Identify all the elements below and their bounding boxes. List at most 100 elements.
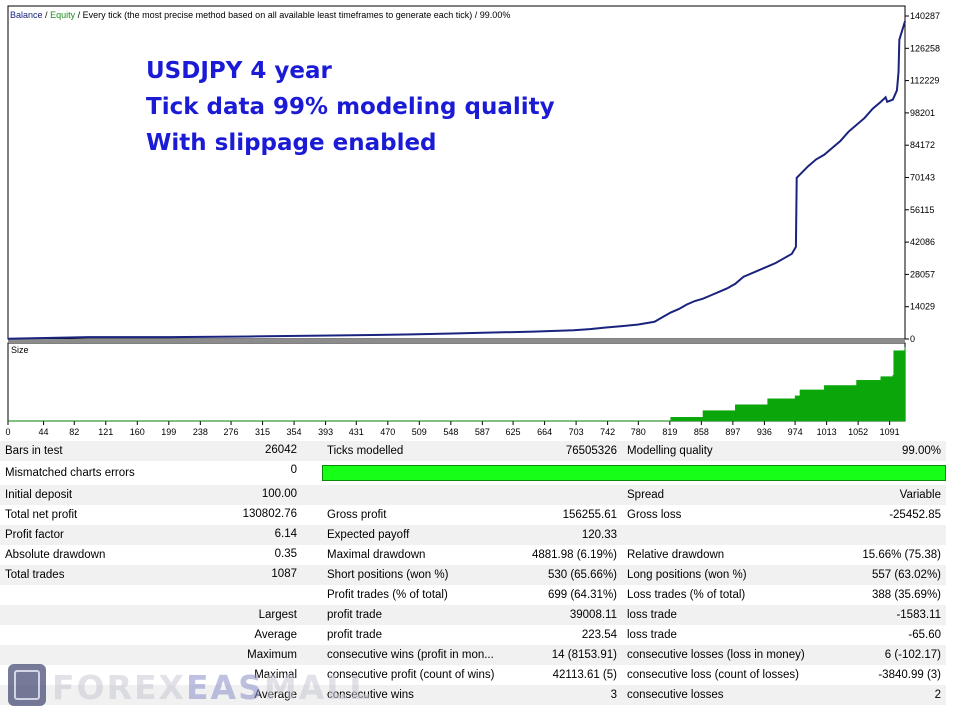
main-plot-frame [7,5,906,340]
y-tick-label: 14029 [910,302,935,312]
report-row: 130802.76 Total net profit Gross profit 156… [0,505,946,525]
report-cell [322,485,522,505]
report-cell [622,525,822,545]
y-tick-label: 56115 [910,205,934,215]
report-cell: 1087 Total trades [0,565,302,585]
chart-svg: 0 14029 28057 42086 56115 70143 84172 98201 1122… [5,5,940,437]
report-cell [302,505,322,525]
report-cell: Average [0,685,302,705]
report-cell: -65.60 [822,625,946,645]
report-cell: 76505326 [522,441,622,461]
report-cell: consecutive profit (count of wins) [322,665,522,685]
x-tick-label: 82 [69,427,79,437]
report-cell: 2 [822,685,946,705]
report-row: 26042 Bars in test Ticks modelled 76505326 M… [0,441,946,461]
report-cell: Expected payoff [322,525,522,545]
report-row: Maximal consecutive profit (count of wins… [0,665,946,685]
x-tick-label: 1052 [848,427,868,437]
report-cell: 0.35 Absolute drawdown [0,545,302,565]
legend-equity: Equity [50,10,76,20]
report-cell: Relative drawdown [622,545,822,565]
report-cell: 530 (65.66%) [522,565,622,585]
report-cell: 156255.61 [522,505,622,525]
y-tick-label: 140287 [910,11,940,21]
report-cell: consecutive losses [622,685,822,705]
report-label: Absolute drawdown [5,549,106,561]
x-tick-label: 664 [537,427,552,437]
report-value: 26042 [265,444,297,456]
report-cell: Largest [0,605,302,625]
x-tick-label: 276 [224,427,239,437]
chart-title: Every tick (the most precise method base… [82,10,511,20]
report-label: Mismatched charts errors [5,467,135,479]
x-tick-label: 470 [380,427,395,437]
x-tick-label: 703 [569,427,584,437]
report-cell [302,525,322,545]
report-cell: consecutive wins [322,685,522,705]
report-cell [0,585,302,605]
report-value: 0.35 [274,548,297,560]
y-tick-label: 70143 [910,173,935,183]
report-label: Profit factor [5,529,64,541]
report-row: 6.14 Profit factor Expected payoff 120.33 [0,525,946,545]
report-cell: 15.66% (75.38) [822,545,946,565]
y-tick-label: 84172 [910,140,935,150]
report-cell: Profit trades (% of total) [322,585,522,605]
report-cell: 14 (8153.91) [522,645,622,665]
report-cell [302,625,322,645]
report-cell: 99.00% [822,441,946,461]
x-tick-label: 625 [506,427,521,437]
report-cell: 0 Mismatched charts errors [0,461,302,485]
size-area [8,347,906,422]
series-line-balance [7,20,906,340]
x-tick-label: 780 [631,427,646,437]
report-cell: Maximum [0,645,302,665]
x-tick-label: 238 [193,427,208,437]
report-cell: Spread [622,485,822,505]
report-cell: consecutive wins (profit in mon... [322,645,522,665]
report-cell [522,485,622,505]
report-cell: Variable [822,485,946,505]
report-cell [302,441,322,461]
report-row: 1087 Total trades Short positions (won %) 5… [0,565,946,585]
x-tick-label: 0 [5,427,10,437]
report-cell: loss trade [622,605,822,625]
report-cell: Short positions (won %) [322,565,522,585]
report-label: Bars in test [5,445,63,457]
report-cell [302,665,322,685]
report-table-panel: 26042 Bars in test Ticks modelled 76505326 M… [0,441,954,710]
x-tick-label: 936 [757,427,772,437]
report-cell: Long positions (won %) [622,565,822,585]
report-cell: Gross loss [622,505,822,525]
report-cell: Ticks modelled [322,441,522,461]
report-cell [302,545,322,565]
annotation-line-1: USDJPY 4 year [146,58,332,84]
report-cell [822,525,946,545]
x-tick-label: 44 [39,427,49,437]
report-cell [302,485,322,505]
x-tick-label: 121 [98,427,113,437]
x-tick-label: 354 [287,427,302,437]
report-row: Largest profit trade 39008.11 loss trade -15… [0,605,946,625]
report-cell: Gross profit [322,505,522,525]
x-tick-label: 1013 [817,427,837,437]
report-row: Profit trades (% of total) 699 (64.31%) Lo… [0,585,946,605]
chart-legend: Balance / Equity / Every tick (the most … [10,10,511,20]
x-tick-label: 315 [255,427,270,437]
y-tick-label: 98201 [910,108,935,118]
report-cell: 100.00 Initial deposit [0,485,302,505]
report-cell: 557 (63.02%) [822,565,946,585]
panel-separator [8,339,905,343]
annotation-line-2: Tick data 99% modeling quality [146,94,555,120]
report-cell [302,565,322,585]
y-tick-label: 112229 [910,76,939,86]
report-cell: Maximal [0,665,302,685]
report-row: 0.35 Absolute drawdown Maximal drawdown 488… [0,545,946,565]
y-tick-label: 42086 [910,237,935,247]
logo-icon [8,664,46,706]
report-cell [302,685,322,705]
report-cell: Maximal drawdown [322,545,522,565]
report-value: 6.14 [274,528,297,540]
modelling-quality-bar [322,465,946,481]
report-cell: 39008.11 [522,605,622,625]
